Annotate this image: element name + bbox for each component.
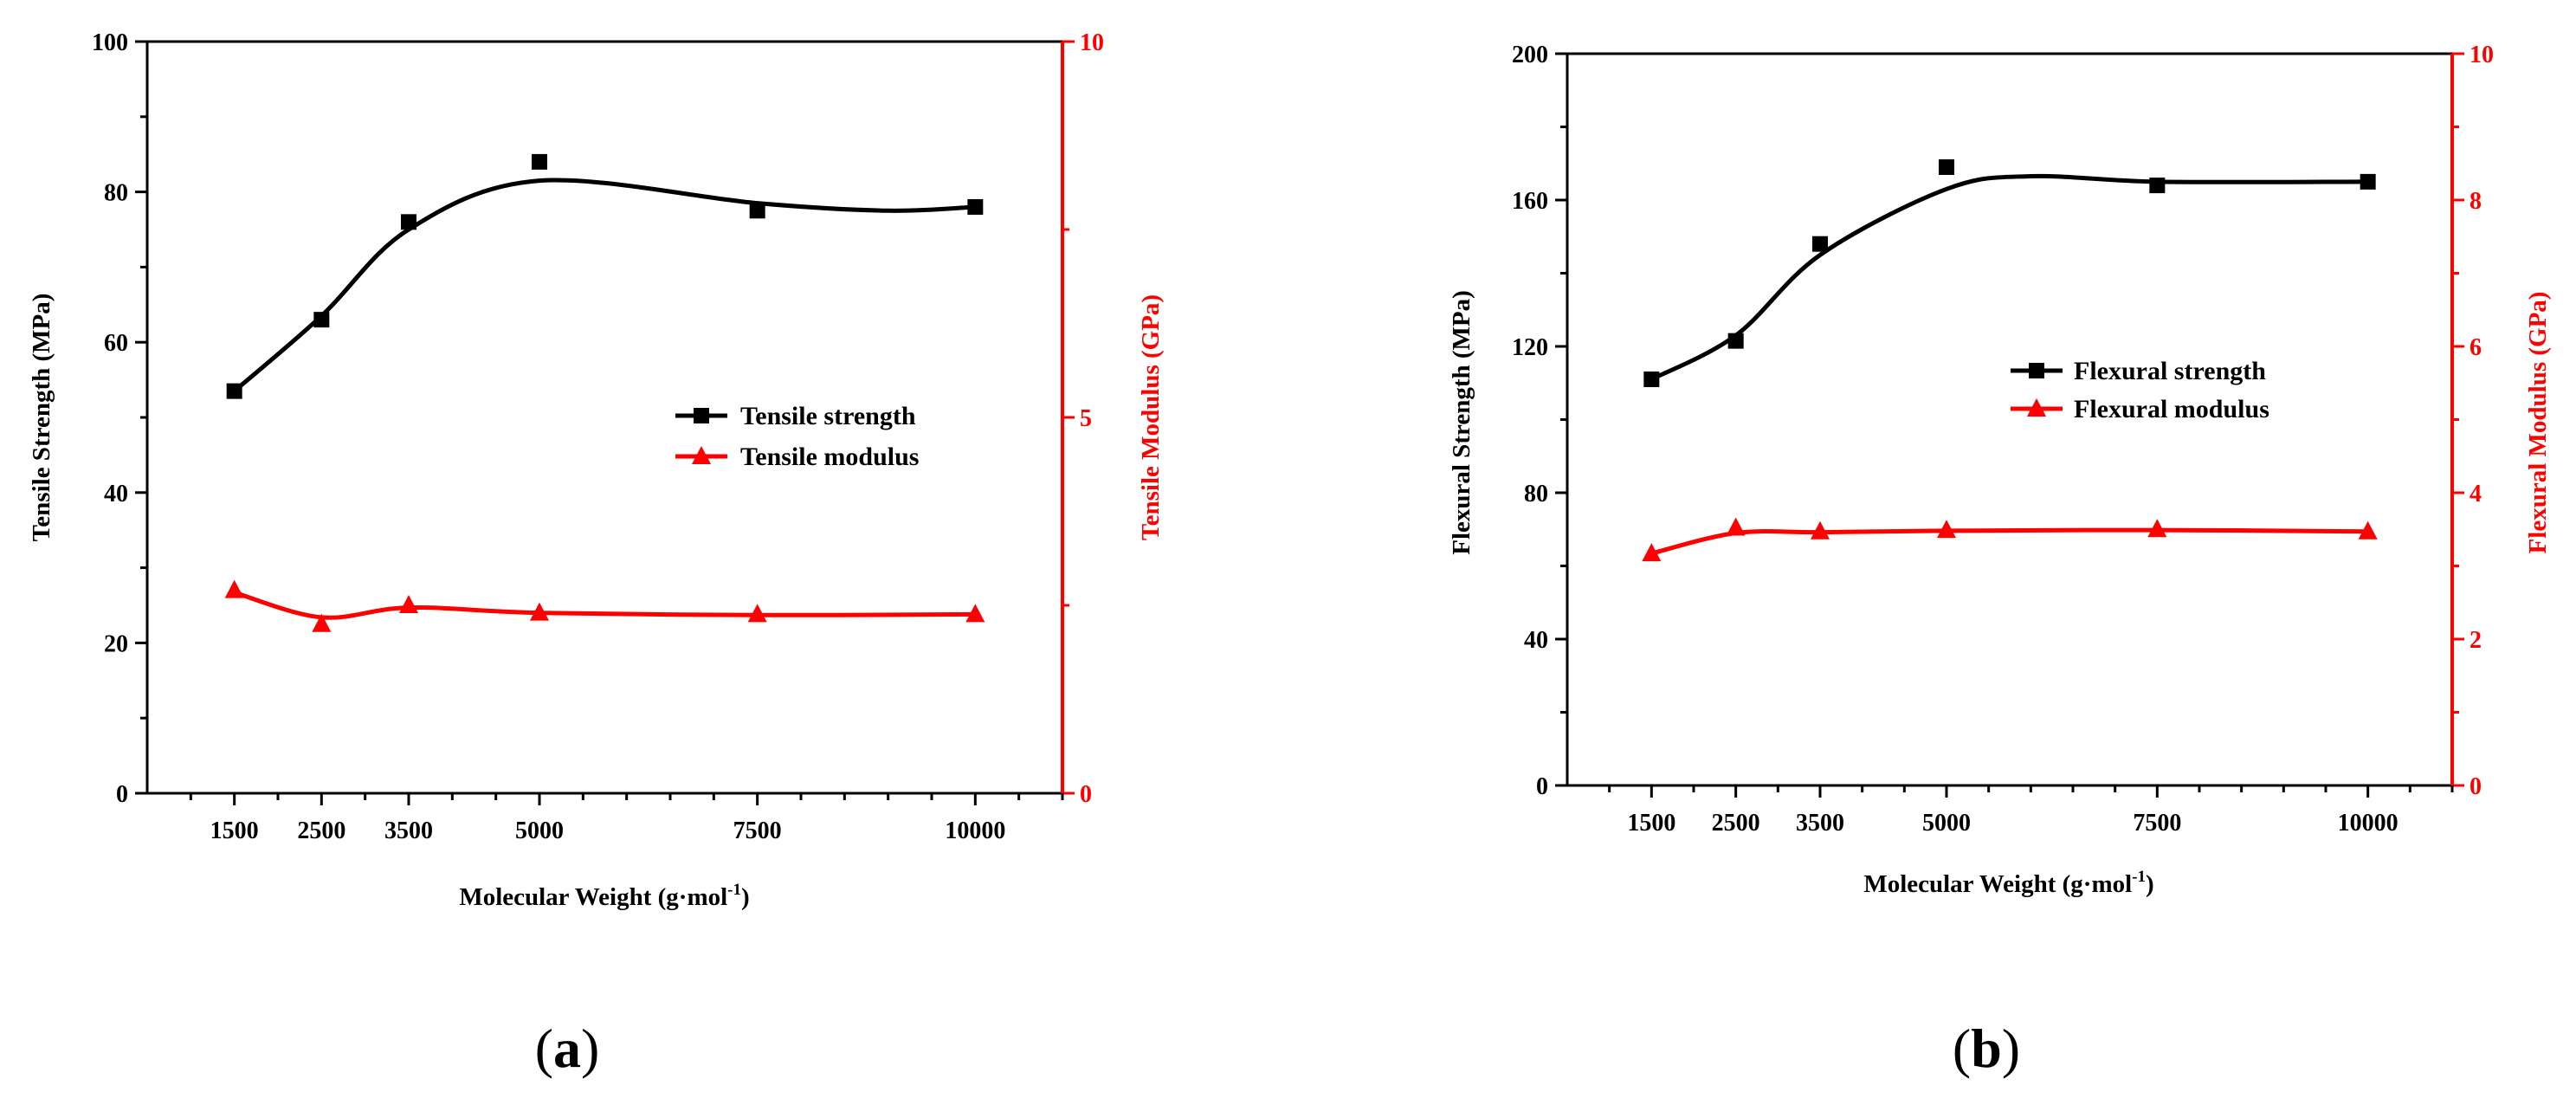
y2-tick-label-b: 2 <box>2469 627 2482 654</box>
data-point-triangle-a <box>312 613 332 632</box>
data-point-square-b <box>1727 333 1744 349</box>
data-point-square-a <box>532 153 547 170</box>
y2-tick-label-b: 8 <box>2469 188 2482 215</box>
y2-tick-label-b: 6 <box>2469 334 2482 361</box>
data-point-square-a <box>749 203 765 219</box>
data-point-triangle-a <box>530 602 549 621</box>
x-tick-label-a: 5000 <box>515 817 564 844</box>
panel-label-a: (a) <box>535 1018 600 1079</box>
data-point-square-b <box>1643 372 1660 388</box>
x-tick-label-a: 7500 <box>733 817 782 844</box>
y2-tick-label-a: 5 <box>1080 405 1092 432</box>
x-tick-label-b: 2500 <box>1712 810 1760 837</box>
x-tick-label-a: 3500 <box>384 817 433 844</box>
fit-curve-a-0 <box>232 178 978 394</box>
x-axis-label-b: Molecular Weight (g·mol-1) <box>1863 868 2153 898</box>
legend-b: Flexural strength Flexural modulus <box>2011 357 2269 423</box>
data-point-triangle-a <box>224 579 244 598</box>
data-point-triangle-b <box>2147 519 2167 538</box>
x-axis-label-a: Molecular Weight (g·mol-1) <box>459 881 749 911</box>
fit-curve-a-1 <box>232 590 978 620</box>
fit-curve-b-0 <box>1649 173 2371 382</box>
y2-axis-label-b: Flexural Modulus (GPa) <box>2524 292 2552 554</box>
y2-tick-label-a: 0 <box>1080 781 1092 808</box>
panel-label-b: (b) <box>1953 1018 2020 1079</box>
y-tick-label-a: 0 <box>116 781 128 808</box>
x-tick-label-a: 10000 <box>945 817 1005 844</box>
y2-tick-label-b: 10 <box>2469 42 2494 68</box>
y-tick-label-b: 80 <box>1524 481 1548 507</box>
x-tick-label-b: 3500 <box>1796 810 1844 837</box>
data-point-square-b <box>2360 173 2376 190</box>
data-point-square-b <box>1939 158 1954 175</box>
y2-tick-label-b: 0 <box>2469 773 2482 800</box>
data-point-triangle-a <box>399 595 418 613</box>
data-point-triangle-a <box>747 604 767 623</box>
panel-a: 0 20 40 60 80 100 0 5 10 1500 2500 3500 5000 7500 10… <box>28 29 1165 1079</box>
y-tick-label-b: 200 <box>1512 42 1548 68</box>
y-axis-label-b: Flexural Strength (MPa) <box>1448 290 1475 555</box>
x-tick-label-b: 5000 <box>1922 810 1971 837</box>
y-tick-label-b: 120 <box>1512 334 1548 361</box>
legend-label-tensile-modulus: Tensile modulus <box>740 443 919 471</box>
y-tick-label-a: 40 <box>104 481 128 507</box>
y2-tick-label-a: 10 <box>1080 29 1104 56</box>
y-axis-label-a: Tensile Strength (MPa) <box>28 294 55 542</box>
plot-frame-a <box>145 40 1064 795</box>
legend-label-flexural-strength: Flexural strength <box>2074 357 2266 385</box>
data-point-square-a <box>967 198 984 215</box>
data-point-square-b <box>1812 236 1828 252</box>
plot-frame-b <box>1566 52 2454 787</box>
y-tick-label-a: 80 <box>104 180 128 207</box>
data-point-square-a <box>226 383 242 399</box>
panel-b: 0 40 80 120 160 200 0 2 4 6 8 10 1500 2500 3500 5000 7… <box>1448 42 2552 1079</box>
legend-a: Tensile strength Tensile modulus <box>675 402 919 471</box>
data-point-square-b <box>2149 178 2166 194</box>
data-point-triangle-b <box>1937 520 1956 539</box>
legend-label-flexural-modulus: Flexural modulus <box>2074 395 2269 423</box>
x-tick-label-b: 10000 <box>2338 810 2398 837</box>
y-tick-label-b: 40 <box>1524 627 1548 654</box>
data-point-triangle-b <box>1726 517 1746 536</box>
data-point-triangle-b <box>1642 543 1662 562</box>
x-tick-label-a: 2500 <box>297 817 345 844</box>
x-tick-label-a: 1500 <box>210 817 259 844</box>
y-tick-label-b: 0 <box>1536 773 1548 800</box>
y-tick-label-a: 60 <box>104 330 128 357</box>
x-tick-label-b: 7500 <box>2133 810 2181 837</box>
fit-curve-b-1 <box>1649 527 2371 556</box>
data-point-square-a <box>401 214 416 230</box>
y-tick-label-a: 100 <box>92 29 128 56</box>
y2-tick-label-b: 4 <box>2469 481 2482 507</box>
data-point-triangle-b <box>1811 520 1830 540</box>
y-tick-label-a: 20 <box>104 630 128 657</box>
data-point-square-a <box>313 312 330 328</box>
x-tick-label-b: 1500 <box>1627 810 1675 837</box>
legend-label-tensile-strength: Tensile strength <box>740 402 916 430</box>
data-point-triangle-a <box>965 604 985 623</box>
data-point-triangle-b <box>2358 520 2378 540</box>
y-tick-label-b: 160 <box>1512 188 1548 215</box>
y2-axis-label-a: Tensile Modulus (GPa) <box>1137 294 1165 540</box>
